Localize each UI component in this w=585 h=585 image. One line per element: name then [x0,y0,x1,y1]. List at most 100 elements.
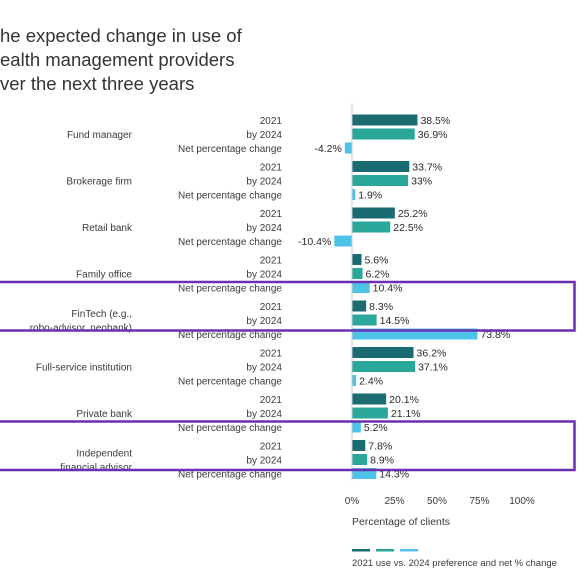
bar [352,128,415,140]
row-label: 2021 [260,163,283,174]
x-axis-label: Percentage of clients [352,516,450,528]
value-label: 8.9% [370,455,394,467]
value-label: 20.1% [389,394,419,406]
bar [352,221,391,233]
category-label: Fund manager [67,130,133,141]
category-label: robo-advisor, neobank) [30,323,132,334]
value-label: 21.1% [391,408,421,420]
bar [352,393,387,405]
bar [352,421,361,433]
x-axis: 0% 25% 50% 75% 100% Percentage of clients [345,103,535,528]
category-group: Retail bank 2021 25.2% by 2024 22.5% Net perc… [82,207,428,248]
category-label: Full-service institution [36,363,132,374]
value-label: 22.5% [393,222,423,234]
row-label: by 2024 [246,456,282,467]
highlight-box [0,280,576,332]
row-label: Net percentage change [178,284,282,295]
row-label: 2021 [260,395,283,406]
legend-swatch [400,549,418,552]
x-tick-label: 0% [345,496,360,507]
bar [352,282,370,293]
legend-swatch [376,549,394,552]
row-label: by 2024 [246,130,282,141]
category-group: Independent financial advisor 2021 7.8% by 2… [60,440,409,481]
bar [352,361,416,372]
value-label: 33.7% [412,162,442,174]
category-label: FinTech (e.g., [71,309,132,320]
value-label: 36.2% [417,348,447,360]
value-label: 5.2% [364,422,388,434]
x-tick-label: 100% [509,496,535,507]
chart-title-line: ver the next three years [0,73,194,94]
row-label: 2021 [260,442,283,453]
row-label: 2021 [260,256,283,267]
x-tick-label: 25% [384,496,404,507]
category-group: FinTech (e.g., robo-advisor, neobank) 2021… [30,300,510,341]
bar [352,454,368,465]
value-label: -10.4% [298,236,331,248]
bar [352,161,410,172]
row-label: Net percentage change [178,237,282,248]
row-label: by 2024 [246,177,282,188]
value-label: 7.8% [368,441,392,453]
bar [352,300,367,312]
row-label: Net percentage change [178,191,282,202]
value-label: 37.1% [418,362,448,374]
legend-text: 2021 use vs. 2024 preference and net % c… [352,558,557,569]
row-label: Net percentage change [178,423,282,434]
bar [334,235,352,247]
category-label: Retail bank [82,223,133,234]
value-label: 2.4% [359,376,383,388]
bar [352,175,409,186]
category-label: Independent [76,449,132,460]
value-label: 8.3% [369,301,393,313]
row-label: by 2024 [246,316,282,327]
bar [352,114,418,126]
category-label: Brokerage firm [66,177,132,188]
row-label: Net percentage change [178,330,282,341]
value-label: 33% [411,176,432,188]
row-label: 2021 [260,116,283,127]
category-group: Family office 2021 5.6% by 2024 6.2% Net perc… [76,254,402,295]
x-tick-label: 75% [469,496,489,507]
bar [352,268,363,279]
value-label: 73.8% [480,329,510,341]
row-label: by 2024 [246,409,282,420]
bar [352,347,414,358]
value-label: 36.9% [418,129,448,141]
bar [344,142,352,154]
highlight-boxes [0,280,576,472]
row-label: by 2024 [246,363,282,374]
category-group: Private bank 2021 20.1% by 2024 21.1% Net per… [76,393,421,434]
row-label: 2021 [260,209,283,220]
value-label: 14.5% [380,315,410,327]
bar [352,407,388,419]
category-group: Fund manager 2021 38.5% by 2024 36.9% Net per… [67,114,450,155]
bar [352,314,377,326]
bar [352,468,377,479]
row-label: by 2024 [246,223,282,234]
row-label: Net percentage change [178,377,282,388]
bar [352,440,366,451]
row-label: Net percentage change [178,144,282,155]
category-group: Brokerage firm 2021 33.7% by 2024 33% Net per… [66,161,442,202]
bar [352,375,357,386]
value-label: 6.2% [366,269,390,281]
chart-plot-area: Fund manager 2021 38.5% by 2024 36.9% Net per… [30,114,510,481]
chart-legend: 2021 use vs. 2024 preference and net % c… [352,549,557,569]
value-label: 14.3% [379,469,409,481]
bar [352,254,362,265]
value-label: 38.5% [420,115,450,127]
bar [352,207,395,219]
category-label: financial advisor [60,463,132,474]
x-tick-label: 50% [427,496,447,507]
category-label: Family office [76,270,132,281]
chart-title: he expected change in use of ealth manage… [0,25,243,94]
value-label: -4.2% [314,143,341,155]
chart-title-line: ealth management providers [0,49,234,70]
bar [352,328,478,340]
highlight-box [0,420,576,472]
category-group: Full-service institution 2021 36.2% by 2024… [36,347,448,388]
row-label: 2021 [260,349,283,360]
